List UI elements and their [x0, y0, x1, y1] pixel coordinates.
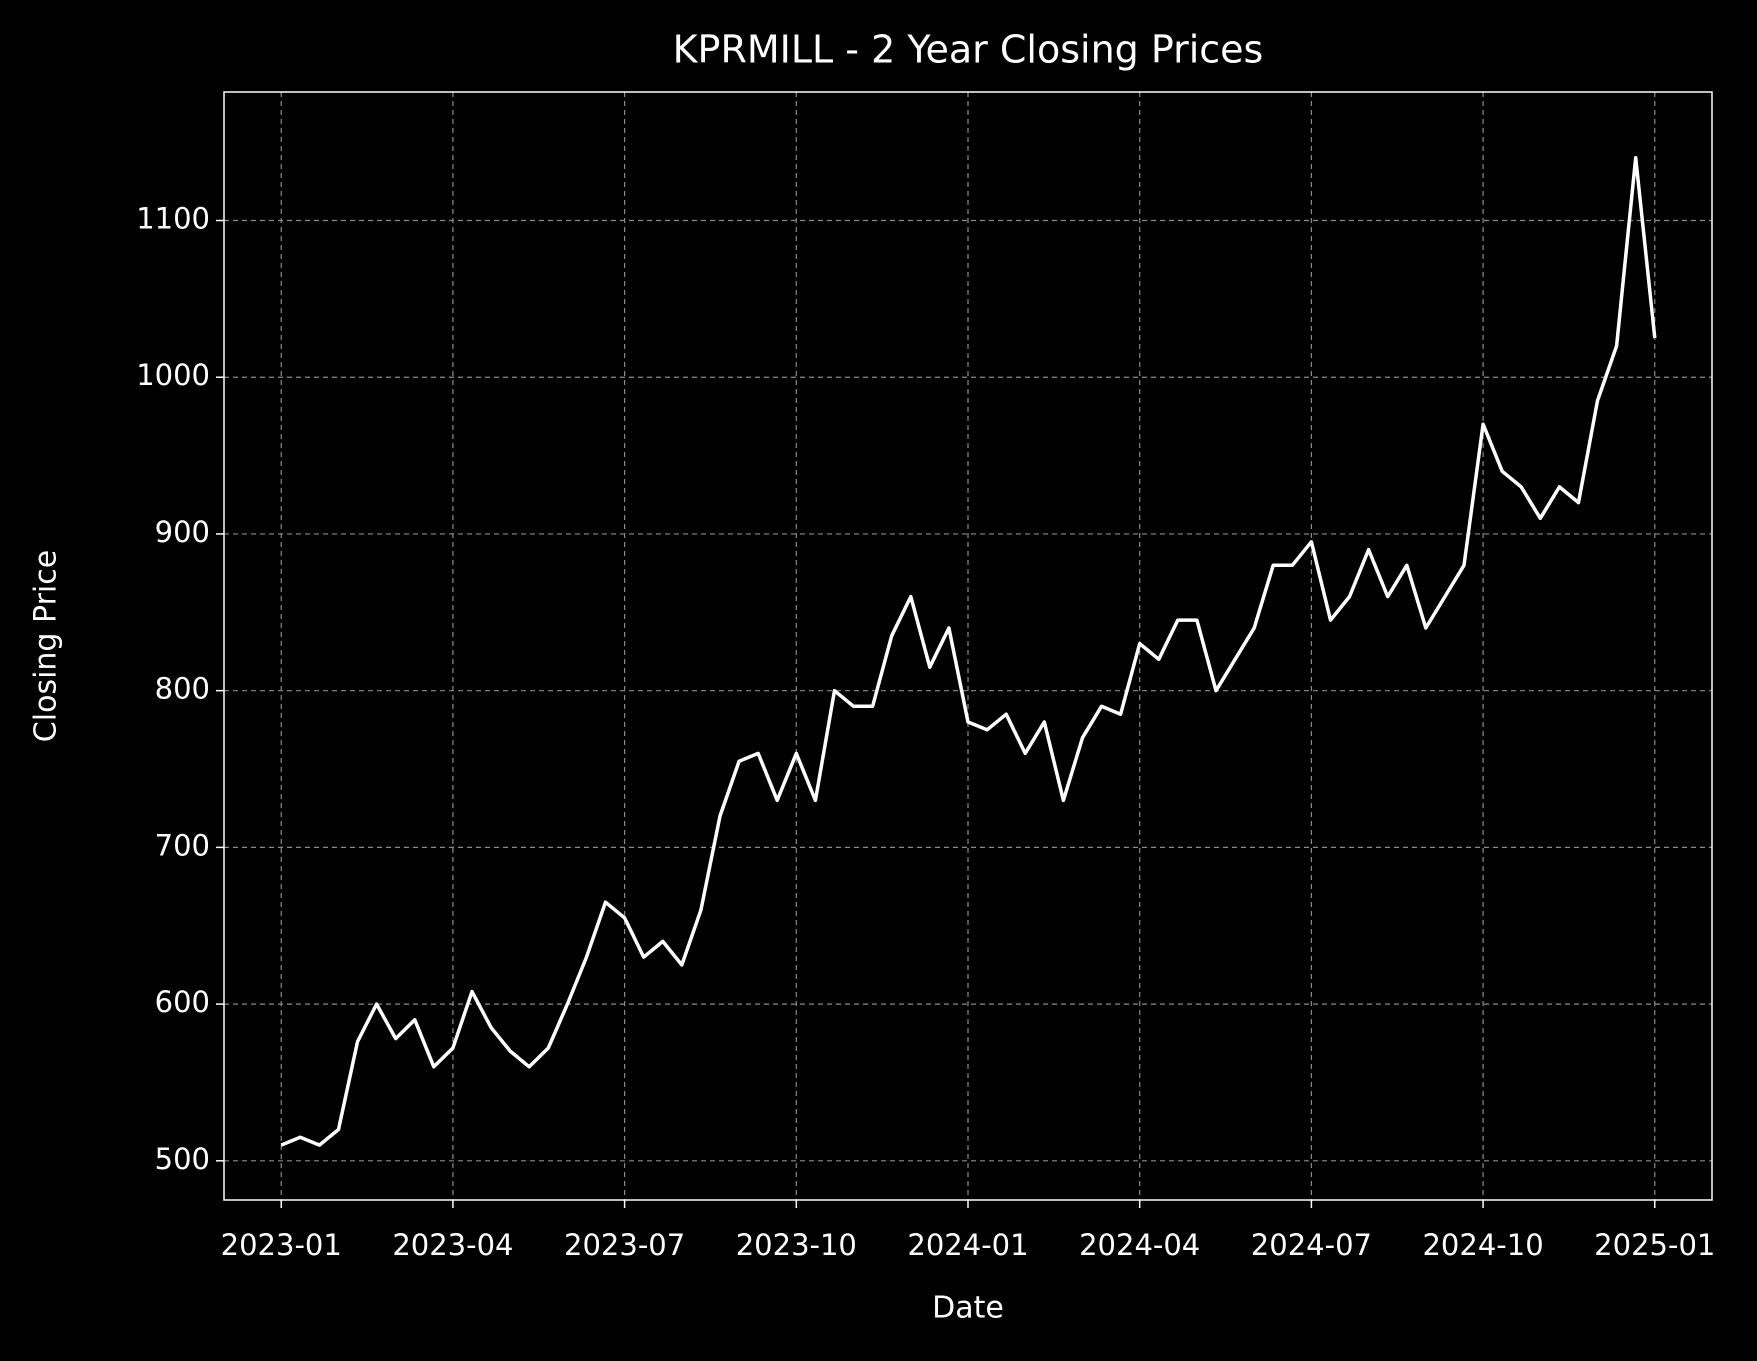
x-tick-label: 2023-10 [736, 1228, 857, 1262]
x-tick-label: 2024-04 [1079, 1228, 1200, 1262]
x-tick-label: 2023-01 [221, 1228, 342, 1262]
price-line [280, 156, 1657, 1147]
x-tick-label: 2024-10 [1422, 1228, 1543, 1262]
y-tick-label: 600 [155, 985, 210, 1019]
y-tick-label: 900 [155, 515, 210, 549]
x-axis-label: Date [932, 1291, 1004, 1326]
chart-title: KPRMILL - 2 Year Closing Prices [673, 28, 1264, 72]
x-tick-label: 2025-01 [1594, 1228, 1715, 1262]
y-tick-label: 1000 [136, 358, 210, 392]
x-tick-label: 2023-04 [392, 1228, 513, 1262]
y-tick-label: 700 [155, 828, 210, 862]
x-tick-label: 2024-01 [907, 1228, 1028, 1262]
x-tick-label: 2024-07 [1251, 1228, 1372, 1262]
y-tick-label: 500 [155, 1142, 210, 1176]
y-axis-label: Closing Price [29, 550, 64, 742]
x-tick-label: 2023-07 [564, 1228, 685, 1262]
y-tick-label: 1100 [136, 202, 210, 236]
plot-frame [223, 91, 1713, 1201]
y-tick-label: 800 [155, 672, 210, 706]
